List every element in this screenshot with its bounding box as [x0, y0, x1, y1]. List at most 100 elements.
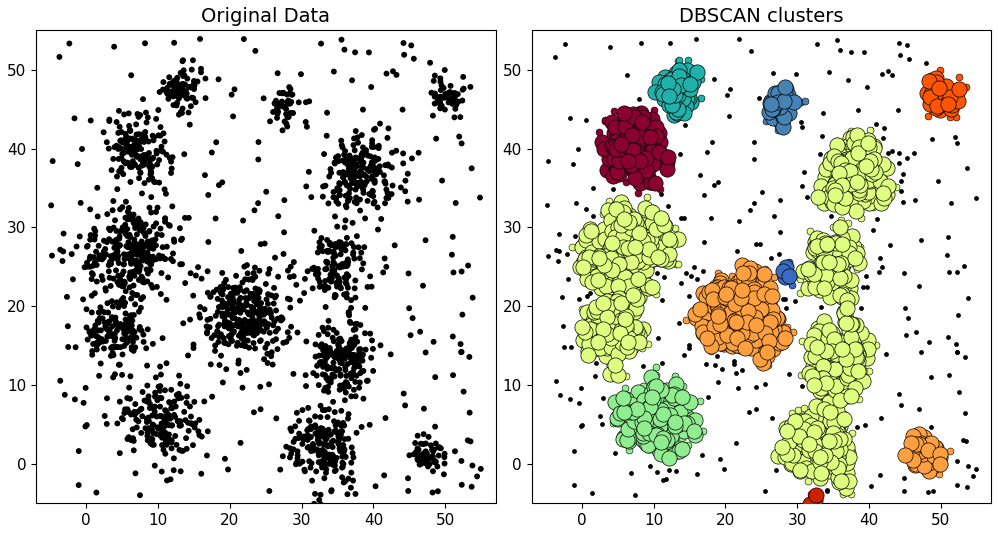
Point [337, 169, 353, 177]
Point [123, 325, 139, 333]
Point [765, 212, 781, 220]
Point [127, 257, 143, 265]
Point [768, 98, 784, 107]
Point [121, 204, 137, 212]
Point [438, 90, 454, 98]
Point [110, 185, 126, 194]
Point [718, 332, 734, 340]
Point [815, 352, 831, 361]
Point [596, 261, 612, 270]
Point [137, 396, 153, 405]
Point [827, 345, 843, 354]
Point [158, 416, 174, 424]
Point [135, 241, 151, 249]
Point [778, 262, 794, 271]
Point [124, 213, 140, 222]
Point [627, 257, 643, 266]
Point [813, 181, 829, 190]
Point [343, 443, 359, 452]
Point [126, 148, 142, 157]
Point [813, 257, 829, 266]
Point [136, 224, 152, 232]
Point [842, 168, 858, 177]
Point [850, 143, 866, 152]
Point [551, 247, 567, 256]
Point [454, 139, 470, 148]
Point [686, 427, 702, 435]
Point [118, 140, 134, 148]
Point [103, 259, 119, 268]
Point [454, 310, 470, 319]
Point [347, 185, 363, 194]
Point [660, 421, 676, 430]
Point [849, 423, 865, 431]
Point [325, 452, 341, 460]
Point [170, 98, 186, 107]
Point [932, 93, 948, 102]
Point [650, 441, 666, 449]
Point [848, 345, 864, 354]
Point [928, 86, 944, 95]
Point [615, 405, 631, 414]
Point [211, 338, 227, 346]
Point [57, 391, 73, 399]
Point [329, 429, 345, 437]
Point [836, 182, 852, 190]
Point [840, 339, 856, 347]
Point [238, 329, 253, 338]
Point [644, 373, 660, 381]
Point [730, 323, 746, 332]
Point [812, 429, 828, 438]
Point [852, 214, 868, 223]
Point [245, 314, 260, 323]
Point [710, 303, 726, 311]
Point [320, 324, 336, 332]
Point [120, 327, 136, 335]
Point [206, 288, 222, 296]
Point [430, 96, 446, 105]
Point [844, 154, 860, 163]
Point [876, 124, 892, 133]
Point [628, 406, 644, 414]
Point [662, 466, 678, 475]
Point [328, 194, 344, 203]
Point [833, 345, 849, 353]
Point [401, 304, 417, 312]
Point [620, 135, 636, 143]
Point [368, 164, 384, 173]
Point [631, 293, 647, 301]
Point [807, 446, 823, 455]
Point [866, 167, 882, 175]
Point [307, 412, 323, 421]
Point [171, 91, 187, 100]
Point [639, 169, 655, 177]
Point [748, 306, 764, 315]
Point [825, 200, 841, 208]
Point [771, 88, 787, 97]
Point [155, 412, 171, 421]
Point [318, 354, 334, 363]
Point [599, 330, 615, 339]
Point [839, 179, 855, 187]
Point [814, 441, 830, 449]
Point [372, 119, 388, 128]
Point [326, 417, 342, 425]
Point [98, 337, 114, 345]
Point [142, 258, 158, 267]
Point [867, 167, 883, 176]
Point [563, 343, 579, 351]
Point [625, 258, 641, 267]
Point [87, 289, 103, 297]
Point [174, 80, 190, 88]
Point [820, 370, 836, 379]
Point [144, 438, 160, 446]
Point [944, 101, 960, 109]
Point [110, 144, 126, 153]
Point [868, 341, 884, 349]
Point [128, 400, 144, 408]
Point [733, 275, 748, 284]
Point [415, 430, 431, 439]
Point [213, 351, 229, 360]
Point [120, 320, 136, 328]
Point [173, 236, 189, 244]
